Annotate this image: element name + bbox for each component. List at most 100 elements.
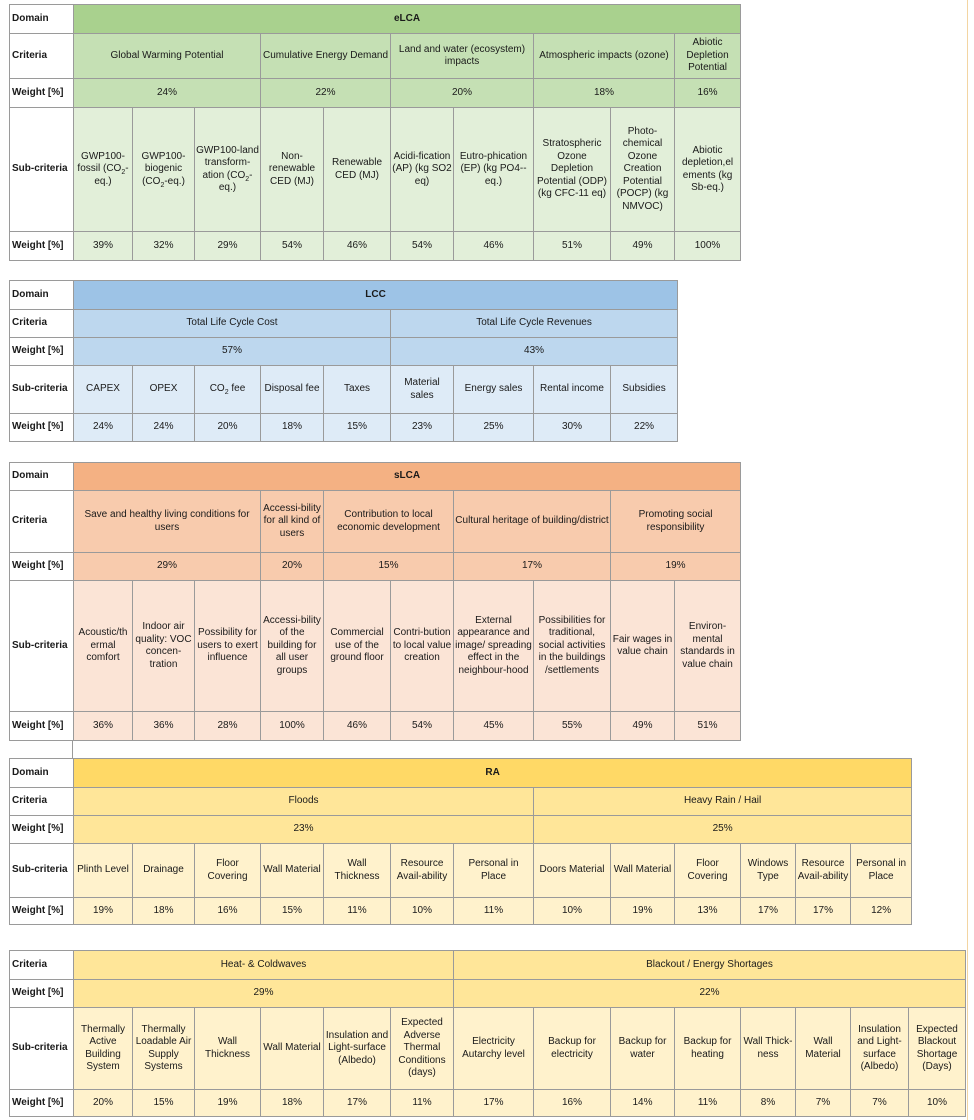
subcriteria-text-tail: -eq.) <box>94 163 129 187</box>
subcriteria-text-tail: fee <box>228 383 246 395</box>
subcriteria-cell: GWP100-land transform-ation (CO2-eq.) <box>194 107 261 232</box>
domain-row: Domain RA <box>9 758 913 788</box>
subcriteria-label: Sub-criteria <box>9 365 74 414</box>
criteria-weight: 43% <box>389 337 679 366</box>
criteria-cell: Floods <box>73 787 534 816</box>
domain-label: Domain <box>9 280 74 310</box>
criteria-weight: 24% <box>73 78 261 108</box>
subcriteria-cell: External appearance and image/ spreading… <box>453 580 534 712</box>
sub-weight: 19% <box>194 1089 261 1117</box>
subcriteria-cell: Environ-mental standards in value chain <box>673 580 742 712</box>
criteria-row: Criteria Save and healthy living conditi… <box>9 490 742 553</box>
subcriteria-label: Sub-criteria <box>9 107 74 232</box>
sub-weight: 13% <box>674 897 741 925</box>
sub-weight: 17% <box>453 1089 534 1117</box>
domain-row: Domain eLCA <box>9 4 742 34</box>
subcriteria-cell: Disposal fee <box>260 365 324 414</box>
subcriteria-cell: Eutro-phication (EP) (kg PO4-- eq.) <box>453 107 534 232</box>
sub-weight: 15% <box>260 897 324 925</box>
domain-title: RA <box>72 758 913 788</box>
criteria-cell: Blackout / Energy Shortages <box>453 950 966 980</box>
sub-weight-row: Weight [%] 36% 36% 28% 100% 46% 54% 45% … <box>9 711 742 741</box>
sub-weight: 28% <box>194 711 261 741</box>
subcriteria-cell: Wall Material <box>610 843 675 898</box>
ra-table-2: Criteria Heat- & Coldwaves Blackout / En… <box>9 950 966 1117</box>
criteria-weight: 29% <box>73 979 454 1008</box>
criteria-weight-row: Weight [%] 29% 22% <box>9 979 966 1008</box>
subcriteria-cell: Wall Thickness <box>194 1007 261 1090</box>
subcriteria-cell: Acoustic/th ermal comfort <box>73 580 133 712</box>
elca-table: Domain eLCA Criteria Global Warming Pote… <box>9 4 742 261</box>
subcriteria-cell: Subsidies <box>609 365 679 414</box>
sub-weight: 19% <box>610 897 675 925</box>
weight-label: Weight [%] <box>9 815 74 844</box>
gap-divider <box>72 740 73 758</box>
subcriteria-row: Sub-criteria Plinth Level Drainage Floor… <box>9 843 913 898</box>
sub-weight: 12% <box>849 897 913 925</box>
subcriteria-cell: Backup for heating <box>674 1007 741 1090</box>
domain-label: Domain <box>9 4 74 34</box>
weight-label: Weight [%] <box>9 897 74 925</box>
criteria-cell: Promoting social responsibility <box>609 490 742 553</box>
sub-weight: 51% <box>533 231 611 261</box>
sub-weight: 10% <box>533 897 611 925</box>
criteria-row: Criteria Total Life Cycle Cost Total Lif… <box>9 309 679 338</box>
criteria-weight-row: Weight [%] 57% 43% <box>9 337 679 366</box>
subcriteria-text: GWP100-biogenic (CO <box>141 150 186 187</box>
criteria-weight: 23% <box>73 815 534 844</box>
sub-weight: 7% <box>850 1089 909 1117</box>
domain-label: Domain <box>9 758 74 788</box>
sub-weight: 17% <box>795 897 851 925</box>
criteria-cell: Land and water (ecosystem) impacts <box>390 33 534 79</box>
sub-weight: 25% <box>453 413 534 442</box>
subcriteria-cell: Indoor air quality: VOC concen-tration <box>132 580 195 712</box>
sub-weight: 100% <box>260 711 324 741</box>
criteria-cell: Contribution to local economic developme… <box>323 490 454 553</box>
subcriteria-cell: Personal in Place <box>849 843 913 898</box>
criteria-weight: 22% <box>260 78 391 108</box>
criteria-row: Criteria Floods Heavy Rain / Hail <box>9 787 913 816</box>
subcriteria-text: GWP100-land transform-ation (CO <box>196 144 259 181</box>
sub-weight: 46% <box>323 711 391 741</box>
domain-row: Domain sLCA <box>9 462 742 491</box>
criteria-cell: Heavy Rain / Hail <box>532 787 913 816</box>
sub-weight: 15% <box>323 413 391 442</box>
sub-weight: 20% <box>194 413 261 442</box>
subscript-text: 2 <box>121 169 126 177</box>
criteria-weight: 19% <box>609 552 742 581</box>
criteria-cell: Cultural heritage of building/district <box>453 490 611 553</box>
domain-title: LCC <box>72 280 679 310</box>
sub-weight: 32% <box>132 231 195 261</box>
sub-weight: 10% <box>390 897 454 925</box>
criteria-cell: Heat- & Coldwaves <box>73 950 454 980</box>
subcriteria-cell: Wall Material <box>260 843 324 898</box>
sub-weight-row: Weight [%] 24% 24% 20% 18% 15% 23% 25% 3… <box>9 413 679 442</box>
sub-weight: 29% <box>194 231 261 261</box>
subcriteria-cell: GWP100-fossil (CO2-eq.) <box>73 107 133 232</box>
subscript-text: 2 <box>160 181 165 189</box>
subcriteria-text-tail: -eq.) <box>164 175 185 187</box>
subcriteria-cell: Thermally Active Building System <box>73 1007 133 1090</box>
subcriteria-cell: Possibilities for traditional, social ac… <box>533 580 611 712</box>
criteria-weight: 22% <box>453 979 966 1008</box>
sub-weight: 17% <box>740 897 796 925</box>
criteria-cell: Abiotic Depletion Potential <box>673 33 742 79</box>
criteria-cell: Atmospheric impacts (ozone) <box>533 33 675 79</box>
criteria-weight: 57% <box>73 337 391 366</box>
weight-label: Weight [%] <box>9 231 74 261</box>
domain-label: Domain <box>9 462 74 491</box>
sub-weight: 19% <box>73 897 133 925</box>
sub-weight: 14% <box>610 1089 675 1117</box>
sub-weight: 22% <box>609 413 679 442</box>
sub-weight: 54% <box>390 711 454 741</box>
criteria-weight: 15% <box>323 552 454 581</box>
sub-weight: 7% <box>795 1089 851 1117</box>
subcriteria-cell: Acidi-fication (AP) (kg SO2 eq) <box>390 107 454 232</box>
subcriteria-cell: Resource Avail-ability <box>795 843 851 898</box>
subcriteria-text: GWP100-fossil (CO <box>77 150 125 175</box>
criteria-weight-row: Weight [%] 23% 25% <box>9 815 913 844</box>
subcriteria-cell: Doors Material <box>533 843 611 898</box>
sub-weight: 54% <box>390 231 454 261</box>
criteria-weight: 20% <box>390 78 534 108</box>
domain-title: sLCA <box>72 462 742 491</box>
